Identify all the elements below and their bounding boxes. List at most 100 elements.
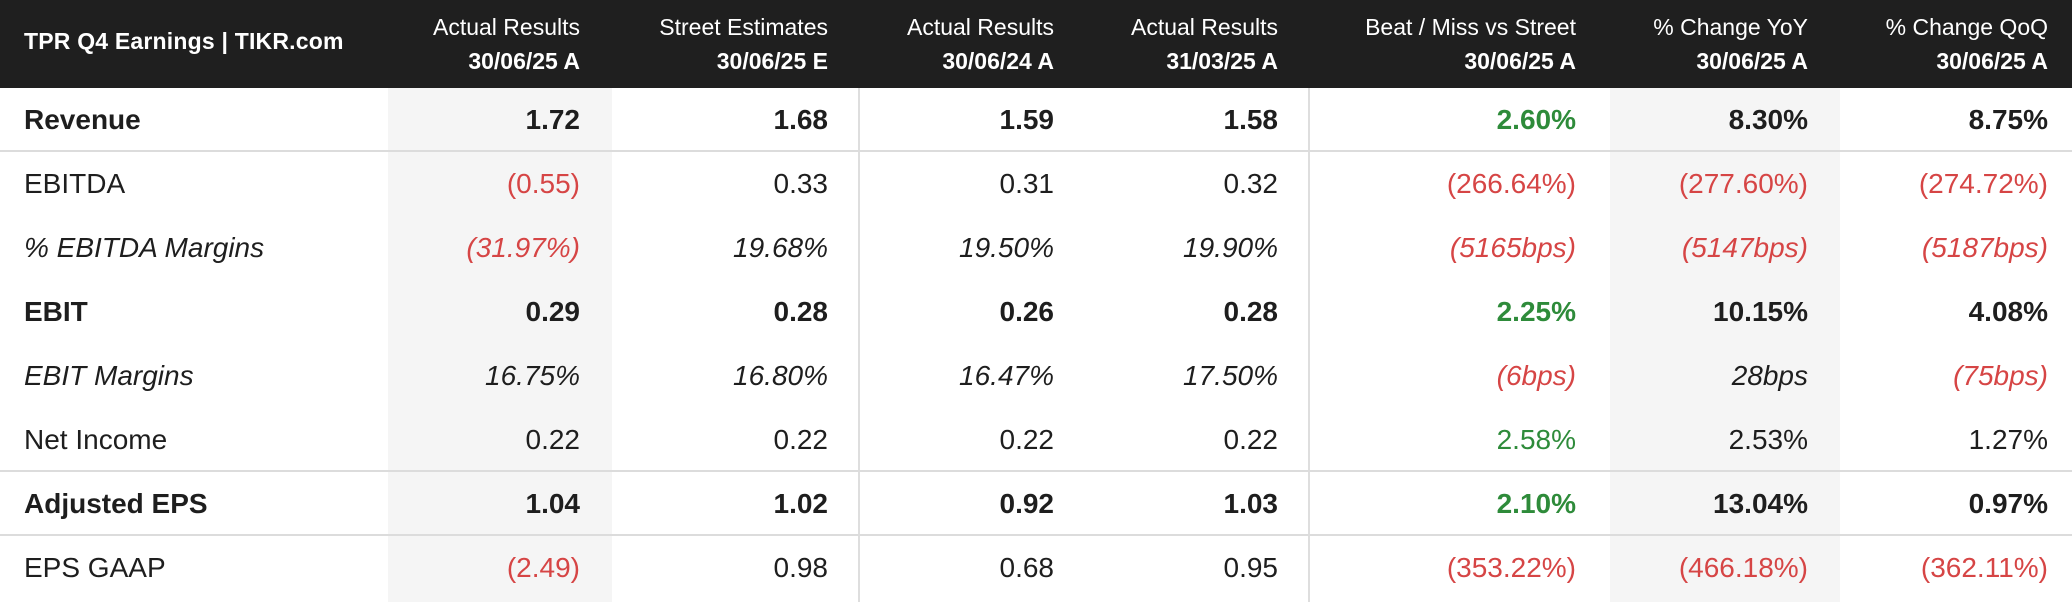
table-cell: 8.30% [1728,104,1808,135]
table-cell: (5187bps) [1921,232,2048,263]
table-row: % EBITDA Margins (31.97%) 19.68% 19.50% 19.9… [0,216,2072,280]
table-cell: 16.80% [733,360,828,391]
table-cell: 0.22 [999,424,1055,455]
table-row: Adjusted EPS 1.04 1.02 0.92 1.03 2.10% 13.04% 0… [0,472,2072,536]
table-cell: (353.22%) [1446,552,1576,583]
table-cell: (6bps) [1496,360,1576,391]
table-cell: (466.18%) [1678,552,1808,583]
table-cell: 0.22 [525,424,581,455]
column-header-date: 30/06/25 E [716,48,828,74]
column-header-date: 30/06/25 A [1936,48,2048,74]
table-cell: (5165bps) [1449,232,1576,263]
column-header-date: 31/03/25 A [1166,48,1278,74]
table-cell: 0.28 [1223,296,1279,327]
table-cell: 2.10% [1496,488,1576,519]
table-cell: 0.98 [773,552,829,583]
table-title: TPR Q4 Earnings | TIKR.com [24,28,344,54]
column-header-name: % Change QoQ [1885,14,2048,40]
table-cell: 1.03 [1223,488,1279,519]
column-header-name: % Change YoY [1653,14,1808,40]
column-header-date: 30/06/25 A [468,48,580,74]
table-cell: 0.29 [525,296,581,327]
table-cell: 1.27% [1968,424,2048,455]
shaded-column-yoy [1610,88,1840,602]
row-divider [0,534,2072,536]
table-cell: 0.22 [1223,424,1279,455]
table-cell: (0.55) [506,168,580,199]
table-cell: (75bps) [1953,360,2048,391]
column-header-name: Actual Results [906,14,1054,40]
table-cell: 17.50% [1183,360,1278,391]
table-cell: 28bps [1731,360,1808,391]
table-cell: (362.11%) [1920,552,2048,583]
table-cell: 0.92 [999,488,1055,519]
table-header: TPR Q4 Earnings | TIKR.com Actual Result… [0,0,2072,88]
table-cell: 1.02 [773,488,829,519]
column-header-qoq: % Change QoQ 30/06/25 A [1886,10,2048,78]
table-row: EPS GAAP (2.49) 0.98 0.68 0.95 (353.22%) (466.… [0,536,2072,600]
table-cell: (5147bps) [1681,232,1808,263]
table-cell: 1.58 [1223,104,1279,135]
table-cell: 0.33 [773,168,829,199]
column-header-date: 30/06/25 A [1464,48,1576,74]
table-cell: 1.59 [999,104,1055,135]
table-cell: 0.97% [1968,488,2048,519]
table-cell: 13.04% [1713,488,1808,519]
column-header-actual-q: Actual Results 30/06/25 A [433,10,580,78]
table-row: EBITDA (0.55) 0.33 0.31 0.32 (266.64%) (277.60… [0,152,2072,216]
table-row: Revenue 1.72 1.68 1.59 1.58 2.60% 8.30% 8.75% [0,88,2072,152]
table-cell: 19.50% [959,232,1054,263]
row-label: EBIT [24,296,88,327]
table-cell: 0.28 [773,296,829,327]
column-header-date: 30/06/24 A [942,48,1054,74]
table-cell: 19.68% [733,232,828,263]
column-header-date: 30/06/25 A [1696,48,1808,74]
column-header-name: Actual Results [1130,14,1278,40]
table-cell: 2.58% [1496,424,1576,455]
row-divider [0,150,2072,152]
column-header-yoy: % Change YoY 30/06/25 A [1653,10,1808,78]
table-cell: 19.90% [1183,232,1278,263]
row-label: EPS GAAP [24,552,166,583]
table-row: EBIT Margins 16.75% 16.80% 16.47% 17.50% (6bp… [0,344,2072,408]
table-cell: 0.32 [1223,168,1279,199]
table-cell: (274.72%) [1918,168,2048,199]
table-cell: 0.31 [999,168,1055,199]
shaded-column-actual [388,88,612,602]
table-cell: 2.53% [1728,424,1808,455]
row-label: Revenue [24,104,141,135]
table-cell: 8.75% [1968,104,2048,135]
table-cell: (277.60%) [1678,168,1808,199]
table-cell: 16.75% [485,360,580,391]
column-header-estimates: Street Estimates 30/06/25 E [659,10,828,78]
table-cell: 1.68 [773,104,829,135]
row-label: EBIT Margins [24,360,194,391]
table-cell: (31.97%) [466,232,580,263]
column-header-actual-prior-year: Actual Results 30/06/24 A [907,10,1054,78]
table-cell: 1.72 [525,104,581,135]
row-label: EBITDA [24,168,126,199]
table-cell: (266.64%) [1446,168,1576,199]
column-header-name: Actual Results [432,14,580,40]
table-row: EBIT 0.29 0.28 0.26 0.28 2.25% 10.15% 4.08% [0,280,2072,344]
column-divider [1308,88,1310,602]
table-cell: 0.68 [999,552,1055,583]
row-label: % EBITDA Margins [24,232,265,263]
table-row: Net Income 0.22 0.22 0.22 0.22 2.58% 2.53% 1.27… [0,408,2072,472]
table-cell: 4.08% [1968,296,2048,327]
table-cell: 2.25% [1496,296,1576,327]
column-divider [858,88,860,602]
column-header-name: Beat / Miss vs Street [1365,14,1576,40]
table-cell: 0.26 [999,296,1055,327]
row-divider [0,470,2072,472]
table-cell: 16.47% [959,360,1054,391]
table-cell: 10.15% [1713,296,1808,327]
column-header-actual-prior-quarter: Actual Results 31/03/25 A [1131,10,1278,78]
table-cell: 2.60% [1496,104,1576,135]
table-cell: 0.95 [1223,552,1279,583]
row-label: Net Income [24,424,168,455]
column-header-beat-miss: Beat / Miss vs Street 30/06/25 A [1365,10,1576,78]
table-cell: 1.04 [525,488,581,519]
table-cell: (2.49) [506,552,580,583]
